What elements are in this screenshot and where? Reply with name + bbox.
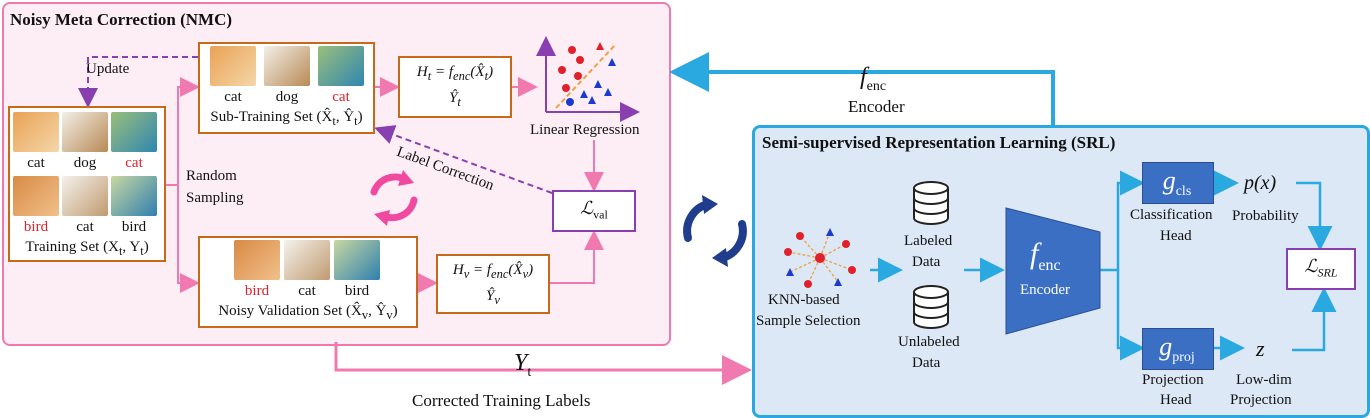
projection-head-label-1: Projection	[1142, 372, 1204, 388]
label-noisy: cat	[125, 155, 143, 171]
sub-training-set-caption: Sub-Training Set (X̂t, Ŷt)	[210, 109, 363, 128]
dog-image	[284, 240, 330, 280]
dog-image	[264, 46, 310, 86]
cat-image	[13, 112, 59, 152]
label: dog	[73, 155, 97, 171]
label-noisy: bird	[244, 283, 270, 299]
dog-image	[62, 176, 108, 216]
probability-symbol: p(x)	[1244, 172, 1277, 194]
g-proj-label: gproj	[1159, 332, 1195, 366]
label: cat	[27, 155, 45, 171]
probability-label: Probability	[1232, 208, 1299, 224]
projection-head-label-2: Head	[1160, 392, 1192, 408]
g-proj-block	[1142, 328, 1214, 370]
bird-image	[334, 240, 380, 280]
cat-image	[210, 46, 256, 86]
label: bird	[121, 219, 147, 235]
l-val-box	[552, 190, 636, 232]
unlabeled-label-2: Data	[912, 355, 941, 371]
bird-image	[111, 176, 157, 216]
lowdim-label-2: Projection	[1230, 392, 1292, 408]
training-set-caption: Training Set (Xt, Yt)	[25, 239, 149, 258]
corrected-label: Corrected Training Labels	[412, 391, 591, 410]
bird-image	[318, 46, 364, 86]
corrected-symbol: Yt	[514, 350, 532, 380]
ht-formula: Ht = fenc(X̂t)	[416, 64, 494, 83]
noisy-validation-set-caption: Noisy Validation Set (X̂v, Ŷv)	[218, 303, 398, 322]
label-noisy: cat	[332, 89, 350, 105]
classification-head-label-2: Head	[1160, 228, 1192, 244]
hv-y: Ŷv	[486, 288, 500, 307]
cat-image	[234, 240, 280, 280]
label-noisy: bird	[23, 219, 49, 235]
navy-cycle-icon	[683, 200, 747, 262]
ht-formula-box	[398, 56, 512, 118]
sample-to-subtrain-arrow	[166, 77, 200, 186]
encoder-to-gproj-arrow	[1116, 270, 1145, 361]
encoder-top-symbol: fenc	[860, 64, 887, 94]
label: cat	[76, 219, 94, 235]
unlabeled-label-1: Unlabeled	[898, 334, 960, 350]
knn-label-1: KNN-based	[768, 292, 840, 308]
dog-image	[62, 112, 108, 152]
ht-y: Ŷt	[449, 90, 461, 109]
sample-to-val-arrow	[177, 185, 200, 293]
corrected-labels-arrow	[334, 342, 752, 385]
cat-image	[13, 176, 59, 216]
label-correction-arrow	[374, 125, 553, 194]
unlabeled-database-icon	[913, 285, 949, 329]
g-cls-label: gcls	[1162, 166, 1192, 200]
update-label: Update	[86, 61, 130, 77]
encoder-to-gcls-arrow	[1100, 170, 1145, 272]
labeled-label-1: Labeled	[904, 233, 953, 249]
l-srl-box	[1286, 248, 1356, 290]
l-val-label: ℒval	[580, 198, 608, 222]
labeled-database-icon	[913, 181, 949, 225]
regression-plot	[536, 36, 640, 122]
z-symbol: z	[1256, 336, 1265, 361]
label: bird	[344, 283, 370, 299]
encoder-label: Encoder	[1020, 282, 1070, 298]
hv-formula-box	[436, 254, 550, 314]
hv-formula: Hv = fenc(X̂v)	[452, 262, 534, 281]
random-label: Random	[186, 168, 237, 184]
label: dog	[275, 89, 299, 105]
l-srl-label: ℒSRL	[1304, 256, 1338, 280]
bird-image	[111, 112, 157, 152]
hv-to-lval-arrow	[550, 230, 604, 284]
lowdim-label-1: Low-dim	[1236, 372, 1292, 388]
linear-regression-label: Linear Regression	[530, 122, 640, 138]
encoder-top-label: Encoder	[848, 97, 905, 116]
encoder-block	[1005, 207, 1101, 335]
z-to-lsrl-arrow	[1292, 287, 1337, 352]
prob-to-lsrl-arrow	[1296, 181, 1333, 251]
nmc-title: Noisy Meta Correction (NMC)	[10, 10, 233, 29]
g-cls-block	[1142, 162, 1214, 204]
label: cat	[298, 283, 316, 299]
encoder-symbol: fenc	[1030, 237, 1061, 275]
classification-head-label-1: Classification	[1130, 207, 1213, 223]
encoder-feedback-arrow	[669, 52, 1055, 125]
srl-title: Semi-supervised Representation Learning …	[762, 133, 1116, 152]
label: cat	[224, 89, 242, 105]
sampling-label: Sampling	[186, 190, 244, 206]
labeled-label-2: Data	[912, 254, 941, 270]
knn-label-2: Sample Selection	[756, 313, 861, 329]
update-arrow	[78, 56, 198, 108]
